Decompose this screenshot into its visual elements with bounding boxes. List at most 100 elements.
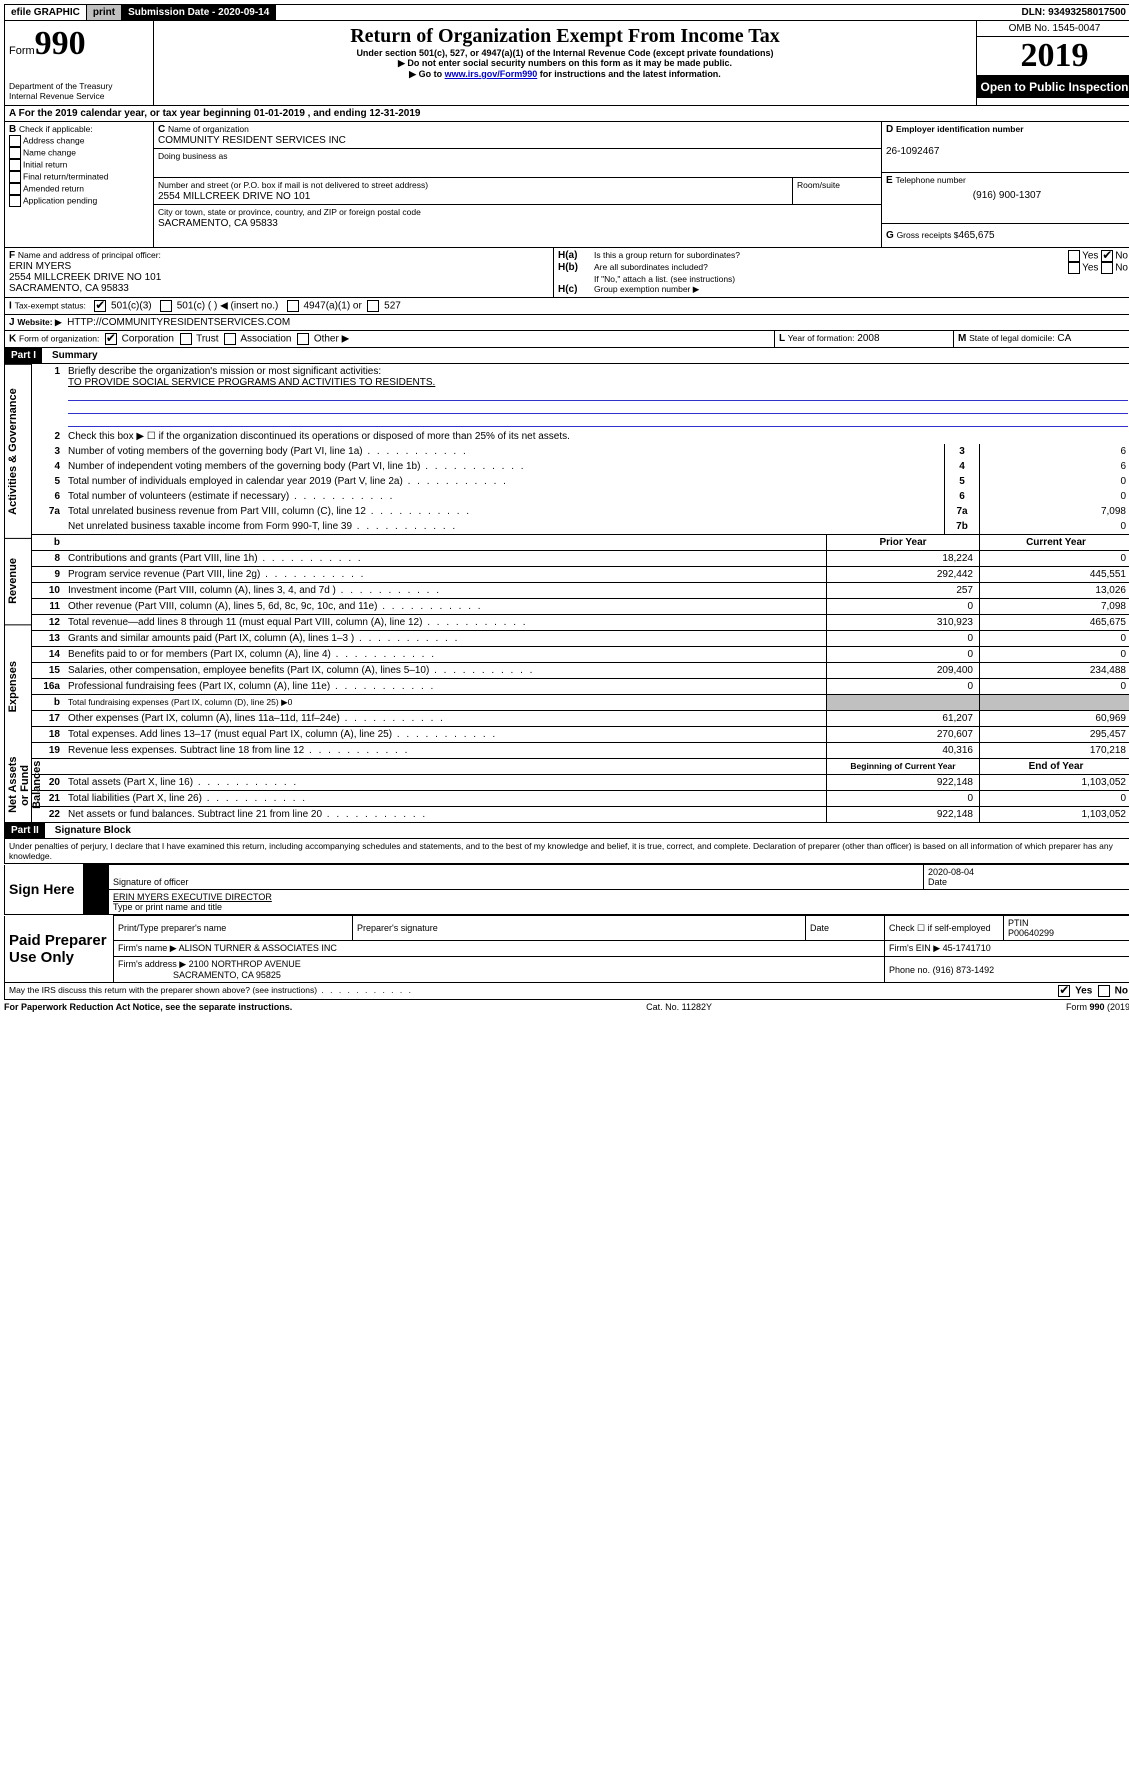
table-row: 14Benefits paid to or for members (Part … — [32, 646, 1129, 662]
officer-addr2: SACRAMENTO, CA 95833 — [9, 283, 129, 294]
chk-amended[interactable] — [9, 183, 21, 195]
table-row: 15Salaries, other compensation, employee… — [32, 662, 1129, 678]
ptin-value: P00640299 — [1008, 928, 1054, 938]
sig-officer-label: Signature of officer — [113, 877, 188, 887]
c-print: Print/Type preparer's name — [114, 916, 353, 941]
line-1: 1 Briefly describe the organization's mi… — [32, 364, 1129, 429]
table-row: 13Grants and similar amounts paid (Part … — [32, 630, 1129, 646]
chk-corp[interactable] — [105, 333, 117, 345]
preparer-phone: (916) 873-1492 — [933, 965, 995, 975]
table-row: 4Number of independent voting members of… — [32, 459, 1129, 474]
i-527: 527 — [384, 301, 401, 312]
open-public: Open to Public Inspection — [977, 76, 1129, 98]
b-label: Check if applicable: — [19, 124, 93, 134]
dept-treasury: Department of the Treasury — [9, 81, 149, 91]
hb-no[interactable] — [1101, 262, 1113, 274]
submission-date: Submission Date - 2020-09-14 — [122, 5, 276, 20]
discuss-yes[interactable] — [1058, 985, 1070, 997]
i-label: Tax-exempt status: — [15, 301, 86, 311]
chk-trust[interactable] — [180, 333, 192, 345]
l1-value: TO PROVIDE SOCIAL SERVICE PROGRAMS AND A… — [68, 377, 435, 388]
declaration: Under penalties of perjury, I declare th… — [4, 839, 1129, 864]
fh-block: F Name and address of principal officer:… — [4, 248, 1129, 298]
discuss-yes-label: Yes — [1075, 986, 1092, 997]
no-label-2: No — [1115, 263, 1128, 274]
c-ptin-label: PTIN — [1008, 918, 1029, 928]
chk-assoc[interactable] — [224, 333, 236, 345]
chk-final[interactable] — [9, 171, 21, 183]
section-deg: D Employer identification number 26-1092… — [881, 122, 1129, 247]
chk-address-change[interactable] — [9, 135, 21, 147]
form-word: Form — [9, 45, 35, 57]
f-label: Name and address of principal officer: — [18, 250, 161, 260]
ha-no[interactable] — [1101, 250, 1113, 262]
sig-date: 2020-08-04 — [928, 867, 974, 877]
chk-501c3[interactable] — [94, 300, 106, 312]
chk-pending[interactable] — [9, 195, 21, 207]
c-sig: Preparer's signature — [353, 916, 806, 941]
firm-ein-label: Firm's EIN ▶ — [889, 943, 940, 953]
vlabel-rev: Revenue — [5, 538, 31, 624]
form-subtitle-2: ▶ Do not enter social security numbers o… — [158, 58, 972, 69]
opt-initial: Initial return — [23, 159, 67, 169]
chk-initial[interactable] — [9, 159, 21, 171]
irs-link[interactable]: www.irs.gov/Form990 — [445, 69, 538, 79]
chk-other[interactable] — [297, 333, 309, 345]
table-row: 10Investment income (Part VIII, column (… — [32, 582, 1129, 598]
section-c: C Name of organization COMMUNITY RESIDEN… — [154, 122, 881, 247]
no-label: No — [1115, 251, 1128, 262]
section-b: B Check if applicable: Address change Na… — [5, 122, 154, 247]
type-name-label: Type or print name and title — [113, 902, 222, 912]
opt-address: Address change — [23, 135, 84, 145]
identity-block: B Check if applicable: Address change Na… — [4, 122, 1129, 248]
year-formation: 2008 — [857, 333, 879, 344]
yes-label: Yes — [1082, 251, 1098, 262]
officer-name: ERIN MYERS — [9, 261, 71, 272]
section-h: H(a)Is this a group return for subordina… — [554, 248, 1129, 297]
sign-here: Sign Here — [5, 865, 84, 915]
discuss-no[interactable] — [1098, 985, 1110, 997]
hb-yes[interactable] — [1068, 262, 1080, 274]
officer-addr1: 2554 MILLCREEK DRIVE NO 101 — [9, 272, 161, 283]
chk-501c[interactable] — [160, 300, 172, 312]
chk-name-change[interactable] — [9, 147, 21, 159]
hb-label: Are all subordinates included? — [594, 262, 1068, 274]
section-i: I Tax-exempt status: 501(c)(3) 501(c) ( … — [4, 298, 1129, 315]
vlabel-exp: Expenses — [5, 624, 31, 748]
table-row: 20Total assets (Part X, line 16)922,1481… — [32, 774, 1129, 790]
part1-body: Activities & Governance Revenue Expenses… — [4, 364, 1129, 823]
sub3a: ▶ Go to — [409, 69, 444, 79]
ha-yes[interactable] — [1068, 250, 1080, 262]
m-label: State of legal domicile: — [969, 333, 1055, 343]
firm-addr1: 2100 NORTHROP AVENUE — [189, 959, 301, 969]
table-row: 22Net assets or fund balances. Subtract … — [32, 806, 1129, 822]
state-domicile: CA — [1057, 333, 1071, 344]
footer-mid: Cat. No. 11282Y — [646, 1002, 712, 1012]
table-row: 17Other expenses (Part IX, column (A), l… — [32, 710, 1129, 726]
l1-label: Briefly describe the organization's miss… — [68, 366, 381, 377]
header-right: OMB No. 1545-0047 2019 Open to Public In… — [976, 21, 1129, 105]
l2-text: Check this box ▶ ☐ if the organization d… — [64, 429, 1129, 444]
table-row: 9Program service revenue (Part VIII, lin… — [32, 566, 1129, 582]
table-row: 18Total expenses. Add lines 13–17 (must … — [32, 726, 1129, 742]
print-button[interactable]: print — [87, 5, 122, 20]
table-row: bTotal fundraising expenses (Part IX, co… — [32, 694, 1129, 710]
section-j: J Website: ▶ HTTP://COMMUNITYRESIDENTSER… — [4, 315, 1129, 331]
tax-year: 2019 — [977, 37, 1129, 76]
org-name: COMMUNITY RESIDENT SERVICES INC — [158, 135, 346, 146]
table-row: 21Total liabilities (Part X, line 26)00 — [32, 790, 1129, 806]
firm-name: ALISON TURNER & ASSOCIATES INC — [179, 943, 337, 953]
l-label: Year of formation: — [788, 333, 855, 343]
table-row: 5Total number of individuals employed in… — [32, 474, 1129, 489]
footer-right: Form 990 (2019) — [1066, 1002, 1129, 1012]
c-check: Check ☐ if self-employed — [885, 916, 1004, 941]
chk-4947[interactable] — [287, 300, 299, 312]
i-501c: 501(c) ( ) ◀ (insert no.) — [177, 301, 279, 312]
k-corp: Corporation — [122, 334, 174, 345]
opt-final: Final return/terminated — [23, 171, 109, 181]
discuss-text: May the IRS discuss this return with the… — [9, 985, 1058, 997]
col-headers: b Prior Year Current Year — [32, 534, 1129, 550]
opt-pending: Application pending — [23, 195, 97, 205]
form-header: Form990 Department of the Treasury Inter… — [4, 21, 1129, 106]
chk-527[interactable] — [367, 300, 379, 312]
